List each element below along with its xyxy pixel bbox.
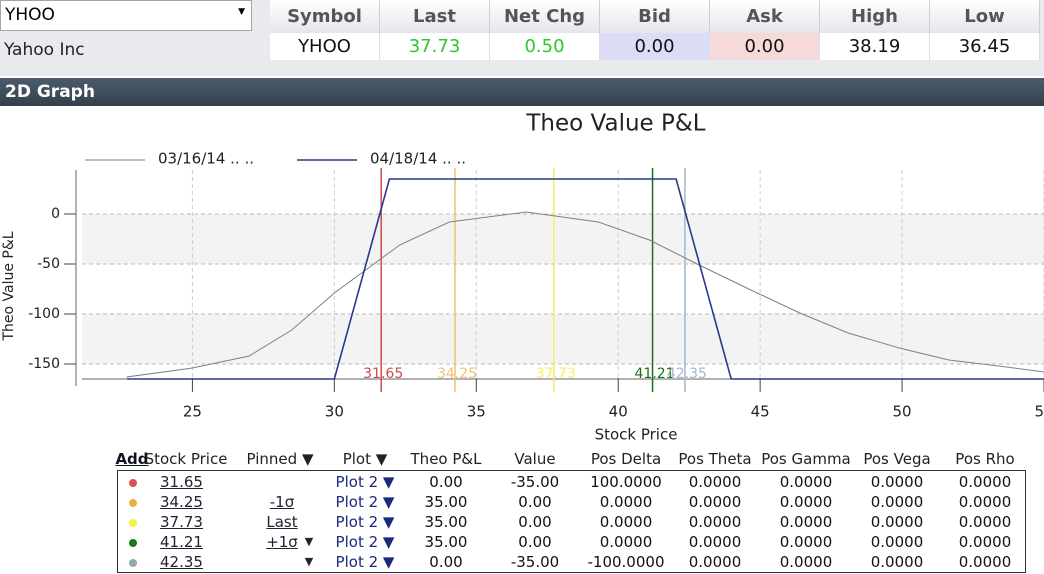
quote-header: Last [380,0,490,33]
marker-label: 31.65 [363,366,403,382]
quote-value: 0.00 [710,33,820,60]
add-link: Add [115,450,149,468]
y-axis-label: Theo Value P&L [1,231,17,341]
column-header: Pinned ▼ [246,450,314,468]
series-line [127,178,1044,380]
quote-value: 0.00 [600,33,710,60]
quote-header: Net Chg [490,0,600,33]
column-header: Pos Rho [955,450,1015,468]
column-header: Pos Theta [678,450,752,468]
plot [126,178,1044,380]
marker-label: 37.73 [536,366,576,382]
table-frame [117,470,1026,573]
panel-title: 2D Graph [0,78,1044,106]
chart-title: Theo Value P&L [525,111,705,137]
y-tick-label: -100 [28,306,60,322]
symbol-input[interactable]: YHOO ▼ [0,0,252,31]
x-tick-label: 50 [893,403,912,421]
quote-value: 0.50 [490,33,600,60]
quote-value: 37.73 [380,33,490,60]
y-tick-label: -50 [37,256,60,272]
column-header: Pos Delta [590,450,662,468]
grid-band [82,314,1044,364]
quote-header: High [820,0,930,33]
x-tick-label: 40 [609,403,628,421]
quote-value: 36.45 [930,33,1040,60]
quote-header: Low [930,0,1040,33]
quote-header: Symbol [270,0,380,33]
marker-label: 42.35 [667,366,707,382]
grid-band [82,214,1044,264]
x-tick-label: 30 [325,403,344,421]
x-tick-label: 35 [467,403,486,421]
x-tick-label: 25 [183,403,202,421]
x-tick-label: 55 [1034,403,1044,421]
y-tick-label: 0 [51,206,60,222]
y-tick-label: -150 [28,356,60,372]
series-line [126,211,1044,378]
quote-value: 38.19 [820,33,930,60]
chart: Theo Value P&L Theo Value P&L Stock Pric… [1,111,1044,444]
column-header: Pos Vega [863,450,931,468]
legend-label: 03/16/14 .. .. [158,150,254,168]
legend-label: 04/18/14 .. .. [370,150,466,168]
company-name: Yahoo Inc [4,40,85,60]
symbol-text: YHOO [5,5,55,25]
column-header: Pos Gamma [761,450,851,468]
column-header: Value [514,450,556,468]
quote-header: Bid [600,0,710,33]
x-axis-label: Stock Price [595,426,678,444]
dropdown-arrow: ▼ [238,7,245,17]
marker-label: 41.21 [635,366,675,382]
quote-value: YHOO [270,33,380,60]
column-header: Plot ▼ [342,450,388,468]
marker-label: 34.25 [437,366,477,382]
column-header: Stock Price [144,450,228,468]
quote-header: Ask [710,0,820,33]
column-header: Theo P&L [410,450,482,468]
x-tick-label: 45 [751,403,770,421]
